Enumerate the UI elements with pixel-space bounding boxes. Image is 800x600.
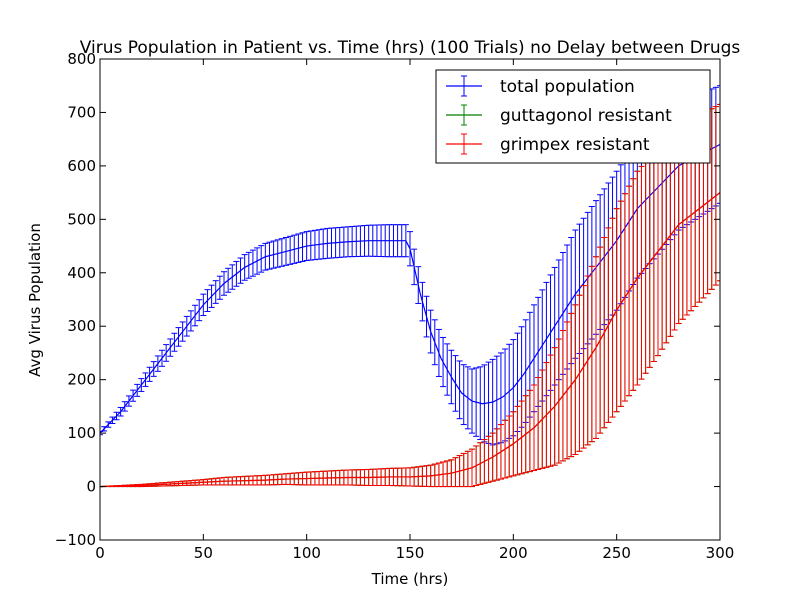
y-tick-label: 800 — [67, 50, 96, 68]
y-tick-label: 600 — [67, 157, 96, 175]
legend: total population guttagonol resistant grim… — [435, 69, 711, 164]
chart-title: Virus Population in Patient vs. Time (hr… — [80, 38, 741, 58]
y-tick-label: 300 — [67, 317, 96, 335]
x-axis-label: Time (hrs) — [371, 570, 449, 588]
y-tick-label: 500 — [67, 210, 96, 228]
x-tick-label: 100 — [292, 544, 321, 562]
line-total-population — [100, 143, 720, 434]
x-tick-label: 250 — [602, 544, 631, 562]
y-tick-label: 100 — [67, 424, 96, 442]
y-tick-label: −100 — [55, 531, 96, 549]
line-grimpex-resistant — [100, 192, 720, 488]
x-tick-label: 50 — [194, 544, 213, 562]
x-tick-label: 150 — [396, 544, 425, 562]
legend-label: grimpex resistant — [500, 135, 650, 155]
legend-label: total population — [500, 77, 635, 97]
x-tick-label: 0 — [95, 544, 105, 562]
x-tick-label: 300 — [706, 544, 735, 562]
x-tick-label: 200 — [499, 544, 528, 562]
y-tick-label: 200 — [67, 371, 96, 389]
legend-label: guttagonol resistant — [500, 106, 672, 126]
legend-item: grimpex resistant — [446, 133, 650, 155]
y-tick-label: 400 — [67, 264, 96, 282]
y-axis-label: Avg Virus Population — [26, 223, 44, 377]
y-tick-label: 0 — [86, 478, 96, 496]
y-tick-label: 700 — [67, 103, 96, 121]
legend-item: total population — [446, 75, 635, 97]
legend-item: guttagonol resistant — [446, 104, 672, 126]
